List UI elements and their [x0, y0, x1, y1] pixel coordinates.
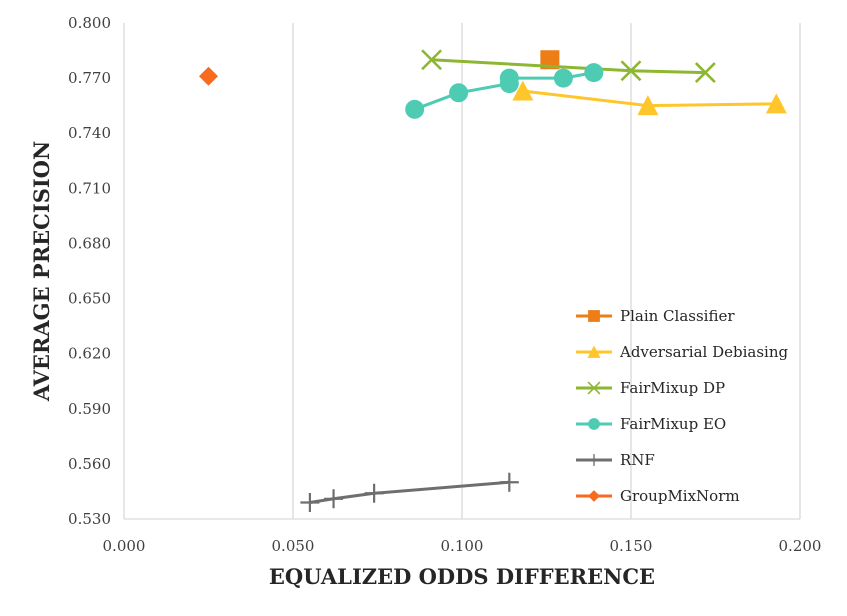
data-point [694, 62, 716, 84]
series-groupmixnorm [199, 66, 218, 86]
data-point [765, 93, 787, 114]
y-tick-label: 0.770 [68, 69, 111, 87]
x-tick-label: 0.050 [272, 537, 315, 555]
data-point [499, 68, 519, 88]
y-tick-label: 0.620 [68, 345, 111, 363]
x-tick-label: 0.100 [441, 537, 484, 555]
legend-marker [587, 381, 601, 395]
legend: Plain Classifier Adversarial Debiasing Fai… [576, 307, 788, 505]
legend-marker [588, 490, 600, 502]
series-line [309, 480, 510, 504]
data-point [199, 66, 218, 86]
data-point [540, 50, 560, 70]
legend-entry: Adversarial Debiasing [576, 343, 788, 361]
series-fairmixup-eo [405, 63, 604, 119]
legend-label: FairMixup DP [620, 379, 725, 397]
y-tick-label: 0.800 [68, 14, 111, 32]
series-plain-classifier [540, 50, 560, 70]
data-point [405, 99, 425, 119]
y-tick-label: 0.530 [68, 510, 111, 528]
legend-label: RNF [620, 451, 655, 469]
y-tick-label: 0.650 [68, 290, 111, 308]
data-point [584, 63, 604, 83]
legend-marker [588, 310, 600, 322]
data-point [300, 492, 320, 512]
data-point [553, 68, 573, 88]
x-tick-label: 0.000 [103, 537, 146, 555]
legend-label: Adversarial Debiasing [619, 343, 788, 361]
legend-entry: GroupMixNorm [576, 487, 740, 505]
plot-area [199, 49, 787, 512]
series-adversarial-debiasing [512, 80, 787, 116]
series-fairmixup-dp [421, 49, 716, 84]
x-axis-title: EQUALIZED ODDS DIFFERENCE [269, 564, 655, 589]
y-tick-label: 0.740 [68, 124, 111, 142]
legend-entry: Plain Classifier [576, 307, 735, 325]
y-axis-title: AVERAGE PRECISION [29, 141, 54, 402]
y-tick-label: 0.590 [68, 400, 111, 418]
data-point [512, 80, 534, 101]
legend-label: FairMixup EO [620, 415, 726, 433]
x-tick-label: 0.150 [610, 537, 653, 555]
axes: 0.000 0.050 0.100 0.150 0.200 0.530 0.560 0.590… [68, 14, 821, 555]
legend-marker [588, 418, 600, 430]
data-point [499, 472, 519, 492]
legend-entry: RNF [576, 451, 655, 469]
data-point [637, 95, 659, 116]
data-point [620, 60, 642, 82]
legend-label: GroupMixNorm [620, 487, 740, 505]
x-tick-label: 0.200 [779, 537, 822, 555]
legend-label: Plain Classifier [620, 307, 735, 325]
legend-entry: FairMixup DP [576, 379, 725, 397]
legend-marker [588, 454, 600, 466]
data-point [421, 49, 442, 71]
data-point [324, 489, 344, 509]
y-tick-label: 0.710 [68, 179, 111, 197]
y-tick-label: 0.560 [68, 455, 111, 473]
series-rnf [300, 472, 519, 512]
y-tick-label: 0.680 [68, 234, 111, 252]
grid [123, 23, 801, 520]
legend-marker [587, 345, 601, 358]
data-point [364, 483, 384, 503]
legend-entry: FairMixup EO [576, 415, 726, 433]
data-point [449, 83, 469, 103]
